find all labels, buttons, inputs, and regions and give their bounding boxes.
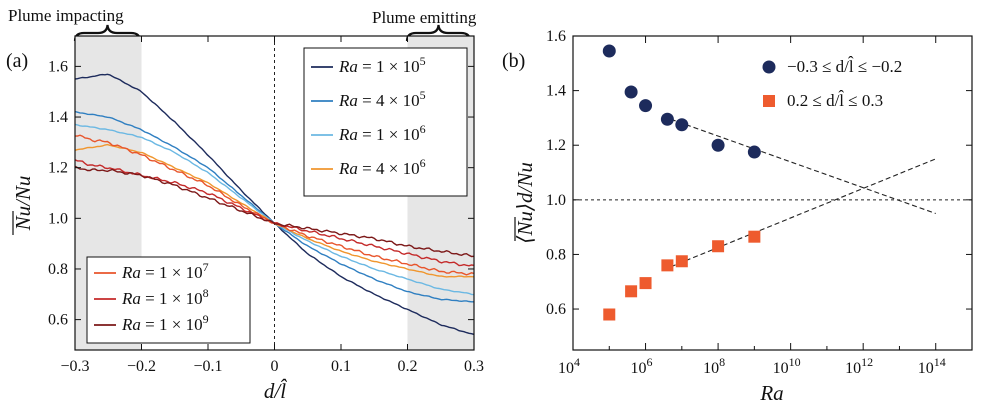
panel-b-circle-marker (675, 118, 689, 132)
panel-a-x-tick-label: 0 (271, 358, 279, 375)
panel-b-x-tick-label: 1012 (845, 355, 873, 377)
panel-a-y-tick-label: 1.4 (48, 109, 68, 126)
panel-b-square-marker (675, 255, 688, 268)
panel-a-y-axis-label: Nu/Nu (11, 176, 35, 235)
panel-b-y-ticks: 0.6 0.8 1.0 1.2 1.4 1.6 (546, 28, 972, 318)
panel-a-x-axis-label: d/l̂ (264, 379, 287, 403)
panel-a-x-tick-label: −0.3 (60, 358, 89, 375)
panel-a-x-tick-label: 0.1 (331, 358, 351, 375)
panel-b-fit-lines (670, 118, 936, 268)
panel-b-y-tick-label: 1.2 (546, 137, 566, 154)
panel-b-fit-line-1 (670, 158, 936, 268)
panel-a-legend-top-label-3: Ra = 4 × 106 (338, 156, 426, 178)
panel-a-legend-top-label-2: Ra = 1 × 106 (338, 122, 426, 144)
panel-a-x-tick-label: 0.2 (398, 358, 418, 375)
panel-a-x-tick-label: −0.2 (127, 358, 156, 375)
panel-b-y-tick-label: 1.4 (546, 83, 566, 100)
panel-b-ylabel-text: ⟨Nu⟩d/Nu (513, 162, 537, 244)
panel-b-square-marker (603, 308, 616, 321)
panel-a-x-ticks: −0.3 −0.2 −0.1 0 0.1 0.2 0.3 (60, 36, 484, 375)
panel-a-y-tick-label: 0.8 (48, 261, 68, 278)
panel-a-legend-top-label-1: Ra = 4 × 105 (338, 88, 426, 110)
panel-b-x-tick-label: 108 (703, 355, 725, 377)
panel-b-circle-marker (747, 145, 761, 159)
panel-b-y-tick-label: 1.6 (546, 28, 566, 45)
panel-b-legend-square-icon (763, 95, 775, 107)
panel-b-circle-marker (639, 99, 653, 113)
panel-a-legend-top: Ra = 1 × 105 Ra = 4 × 105 Ra = 1 × 106 Ra =… (303, 47, 468, 197)
panel-a-legend-top-label-0: Ra = 1 × 105 (338, 54, 426, 76)
panel-a-y-ticks: 0.6 0.8 1.0 1.2 1.4 1.6 (48, 58, 474, 329)
panel-a-y-tick-label: 1.2 (48, 160, 68, 177)
panel-b-square-marker (625, 285, 638, 298)
panel-a: −0.3 −0.2 −0.1 0 0.1 0.2 0.3 0.6 0.8 1.0 1.2 1.4 1.… (6, 35, 484, 403)
panel-a-legend-bottom-label-1: Ra = 1 × 108 (121, 286, 209, 308)
brace-right-icon (405, 24, 472, 42)
panel-a-x-tick-label: −0.1 (193, 358, 222, 375)
panel-b-circle-marker (624, 85, 638, 99)
panel-b-x-axis-label: Ra (759, 381, 783, 405)
brace-left-icon (73, 24, 142, 42)
panel-b-legend-label-0: −0.3 ≤ d/l̂ ≤ −0.2 (787, 56, 902, 76)
panel-a-legend-bottom-label-2: Ra = 1 × 109 (121, 312, 209, 334)
panel-b-legend-circle-icon (762, 60, 776, 74)
panel-a-y-tick-label: 1.6 (48, 58, 68, 75)
panel-b-frame (572, 35, 973, 351)
panel-b-tag: (b) (502, 50, 525, 72)
plume-emitting-label: Plume emitting (372, 8, 477, 27)
panel-a-legend-bottom-label-0: Ra = 1 × 107 (121, 260, 209, 282)
panel-b-x-ticks: 104 106 108 1010 1012 1014 (558, 36, 946, 377)
panel-b-square-marker (661, 259, 674, 272)
plume-impacting-label: Plume impacting (8, 6, 124, 25)
panel-b-x-tick-label: 1010 (773, 355, 801, 377)
panel-a-y-tick-label: 1.0 (48, 210, 68, 227)
panel-b-y-axis-label: ⟨Nu⟩d/Nu (513, 162, 537, 244)
panel-b-markers (602, 44, 761, 321)
panel-b: 104 106 108 1010 1012 1014 0.6 0.8 1.0 1.2 1.4 1.6… (502, 28, 973, 405)
panel-b-x-tick-label: 104 (558, 355, 580, 377)
panel-a-legend-bottom: Ra = 1 × 107 Ra = 1 × 108 Ra = 1 × 109 (86, 256, 251, 344)
panel-a-tag: (a) (6, 50, 28, 72)
panel-a-x-tick-label: 0.3 (464, 358, 484, 375)
panel-b-legend-label-1: 0.2 ≤ d/l̂ ≤ 0.3 (787, 90, 883, 110)
panel-b-circle-marker (602, 44, 616, 58)
panel-a-y-tick-label: 0.6 (48, 312, 68, 329)
panel-b-circle-marker (711, 138, 725, 152)
panel-b-legend: −0.3 ≤ d/l̂ ≤ −0.2 0.2 ≤ d/l̂ ≤ 0.3 (762, 56, 902, 110)
panel-b-fit-line-0 (670, 118, 936, 214)
panel-b-y-tick-label: 0.8 (546, 246, 566, 263)
panel-b-x-tick-label: 106 (631, 355, 653, 377)
panel-b-circle-marker (660, 112, 674, 126)
panel-b-y-tick-label: 0.6 (546, 301, 566, 318)
panel-a-series-lines (75, 73, 474, 336)
panel-b-square-marker (712, 240, 725, 253)
panel-b-y-tick-label: 1.0 (546, 192, 566, 209)
panel-b-square-marker (639, 277, 652, 290)
panel-a-ylabel-text: Nu/Nu (11, 176, 35, 232)
panel-b-x-tick-label: 1014 (918, 355, 946, 377)
panel-b-square-marker (748, 230, 761, 243)
panel-a-series-line-6 (75, 165, 474, 258)
